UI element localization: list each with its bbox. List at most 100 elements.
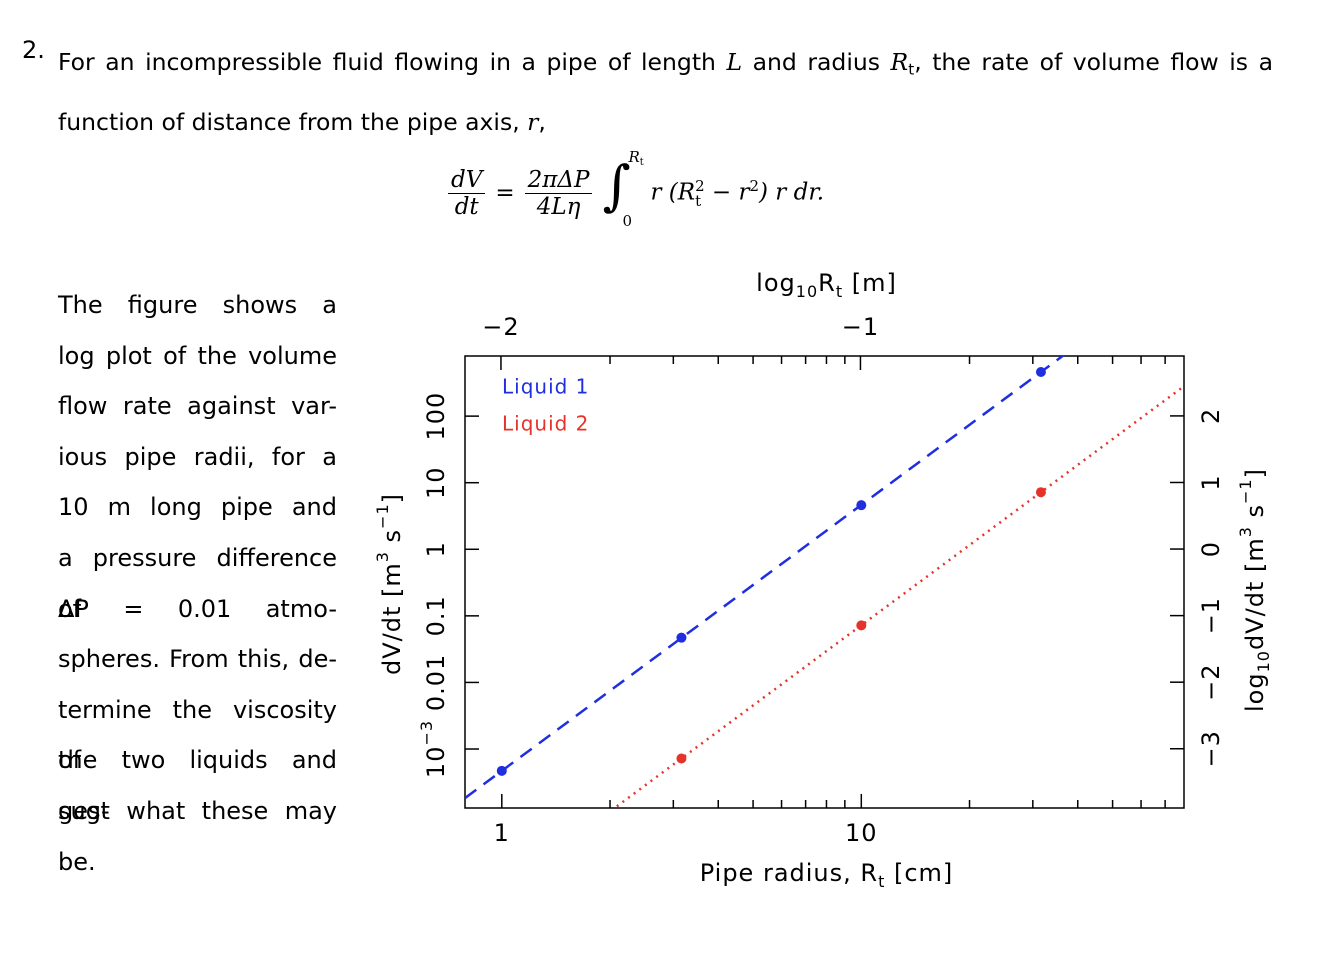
y2-tick-label-group: 1 <box>1197 474 1225 490</box>
sup: 2 <box>695 176 705 195</box>
y-tick-label-group: 10−3 <box>417 720 451 778</box>
y2-axis-label-part: dV/dt [m <box>1241 537 1269 650</box>
y-tick-base: 10 <box>422 746 450 779</box>
x-axis-label-group: Pipe radius, Rt [cm] <box>700 859 954 891</box>
text-line: a pressure difference of <box>58 543 337 623</box>
text-line: gest what these may <box>58 796 337 825</box>
y2-tick-label-group: −1 <box>1197 597 1225 634</box>
y-axis-label-part: dV/dt [m <box>378 562 406 675</box>
y-tick-label-group: 0.1 <box>422 595 450 636</box>
text-line: log plot of the volume <box>58 341 337 370</box>
text-line: The figure shows a <box>58 291 337 319</box>
text: r (R <box>650 179 696 206</box>
numerator: dV <box>448 167 486 194</box>
upper-limit: Rt <box>628 148 643 168</box>
plot-frame <box>464 355 1185 809</box>
y-axis-label-part: s <box>378 529 406 551</box>
text-line: ΔP = 0.01 atmo- <box>58 594 337 623</box>
y-tick-label: 0.1 <box>422 595 450 636</box>
y2-tick-label-group: 2 <box>1197 408 1225 424</box>
x-tick-label: 10 <box>845 819 878 847</box>
data-point <box>496 765 507 776</box>
integral: ∫ Rt 0 <box>602 148 643 238</box>
y2-axis-label-part: log <box>1241 672 1269 712</box>
y2-tick-label-group: 0 <box>1197 541 1225 557</box>
y-tick-label-group: 0.01 <box>422 654 450 711</box>
fit-line <box>612 385 1184 808</box>
text-line: be. <box>58 847 96 876</box>
y-axis-label: dV/dt [m3 s−1] <box>373 493 407 675</box>
y-tick-label-group: 100 <box>422 392 450 441</box>
numerator: 2πΔP <box>524 167 593 194</box>
x-axis-label-part: Pipe radius, R <box>700 859 878 887</box>
question-number: 2. <box>22 36 45 64</box>
text: R <box>628 148 640 166</box>
y-tick-exponent: −3 <box>417 720 436 746</box>
fraction: dV dt <box>448 167 486 220</box>
text: , <box>538 107 546 136</box>
y2-axis-label-part: ] <box>1241 468 1269 478</box>
y-axis-label-group: dV/dt [m3 s−1] <box>373 493 407 675</box>
text-line: termine the viscosity of <box>58 695 337 775</box>
text: For an incompressible fluid flowing in a… <box>58 48 727 76</box>
text: , the rate of volume flow is a function … <box>58 48 1273 136</box>
y-tick-label: 10 <box>422 466 450 499</box>
y-tick-label: 100 <box>422 392 450 441</box>
side-text: The figure shows a log plot of the volume… <box>58 280 337 887</box>
x2-axis-label-part: 10 <box>796 282 818 301</box>
fraction: 2πΔP 4Lη <box>524 167 593 220</box>
y-tick-label-group: 10 <box>422 466 450 499</box>
data-point <box>856 620 867 631</box>
text: and radius <box>742 48 891 76</box>
y-axis-label-part: ] <box>378 493 406 503</box>
x2-axis-label: log10Rt [m] <box>756 269 897 301</box>
x-axis-label-part: [cm] <box>885 859 953 887</box>
y2-tick-label: −3 <box>1197 730 1225 767</box>
y2-axis-label: log10dV/dt [m3 s−1] <box>1236 468 1273 712</box>
x-axis-label: Pipe radius, Rt [cm] <box>700 859 954 891</box>
y-axis-label-part: 3 <box>373 551 392 562</box>
denominator: dt <box>454 193 479 220</box>
math: r <box>527 107 539 136</box>
x-axis-label-part: t <box>878 872 885 891</box>
x2-axis-label-part: log <box>756 269 796 297</box>
x-tick-label: 1 <box>494 819 510 847</box>
denominator: 4Lη <box>536 193 581 220</box>
y2-tick-label: −1 <box>1197 597 1225 634</box>
legend-entry: Liquid 1 <box>502 375 589 399</box>
math: L <box>726 48 743 76</box>
x2-axis-label-group: log10Rt [m] <box>756 269 897 301</box>
math-sub: t <box>908 60 915 79</box>
y2-axis-label-part: 10 <box>1254 650 1273 672</box>
text-line: ious pipe radii, for a <box>58 442 337 471</box>
text-line: the two liquids and sug- <box>58 746 337 825</box>
intro: For an incompressible fluid flowing in a… <box>58 36 1273 148</box>
y2-axis-label-part: 3 <box>1236 526 1255 537</box>
data-point <box>856 500 867 511</box>
y-tick-label: 10−3 <box>417 720 451 778</box>
text-line: flow rate against var- <box>58 392 337 421</box>
y2-axis-label-group: log10dV/dt [m3 s−1] <box>1236 468 1273 712</box>
x2-axis-label-part: [m] <box>843 269 897 297</box>
lower-limit: 0 <box>622 212 633 230</box>
equals: = <box>495 180 515 206</box>
data-point <box>1035 367 1046 378</box>
y-tick-label: 0.01 <box>422 654 450 711</box>
data-point <box>676 632 687 643</box>
integral-sign: ∫ <box>602 154 631 217</box>
y2-tick-label: 2 <box>1197 408 1225 424</box>
y2-axis-label-part: s <box>1241 504 1269 526</box>
text-line: spheres. From this, de- <box>58 645 337 674</box>
x2-axis-label-part: t <box>836 282 843 301</box>
sup: 2 <box>749 177 759 196</box>
text-line: 10 m long pipe and <box>58 493 337 522</box>
y-tick-label: 1 <box>422 541 450 557</box>
x2-tick-label: −2 <box>482 313 519 341</box>
sub: t <box>695 191 702 210</box>
x2-axis-label-part: R <box>818 269 836 297</box>
data-point <box>1035 487 1046 498</box>
integrand: r (R 2 t − r2) r dr. <box>650 177 824 209</box>
equation: dV dt = 2πΔP 4Lη ∫ Rt 0 r (R 2 t − r2) r dr. <box>448 148 824 238</box>
